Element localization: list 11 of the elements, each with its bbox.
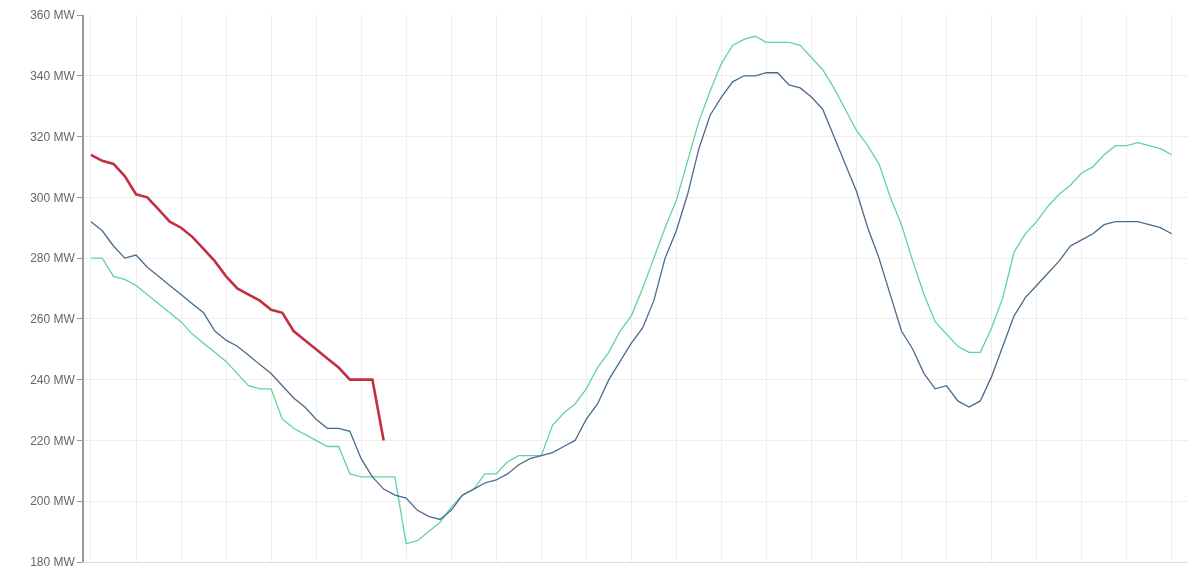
y-tick-label: 320 MW bbox=[30, 129, 76, 144]
y-tick-label: 200 MW bbox=[30, 494, 76, 509]
y-tick-label: 220 MW bbox=[30, 433, 76, 448]
line-series bbox=[89, 153, 385, 442]
y-tick-label: 180 MW bbox=[30, 555, 76, 570]
y-tick-label: 280 MW bbox=[30, 251, 76, 266]
y-tick-label: 340 MW bbox=[30, 68, 76, 83]
y-tick-label: 240 MW bbox=[30, 372, 76, 387]
y-tick-label: 300 MW bbox=[30, 190, 76, 205]
y-tick-label: 360 MW bbox=[30, 8, 76, 23]
y-tick-label: 260 MW bbox=[30, 312, 76, 327]
